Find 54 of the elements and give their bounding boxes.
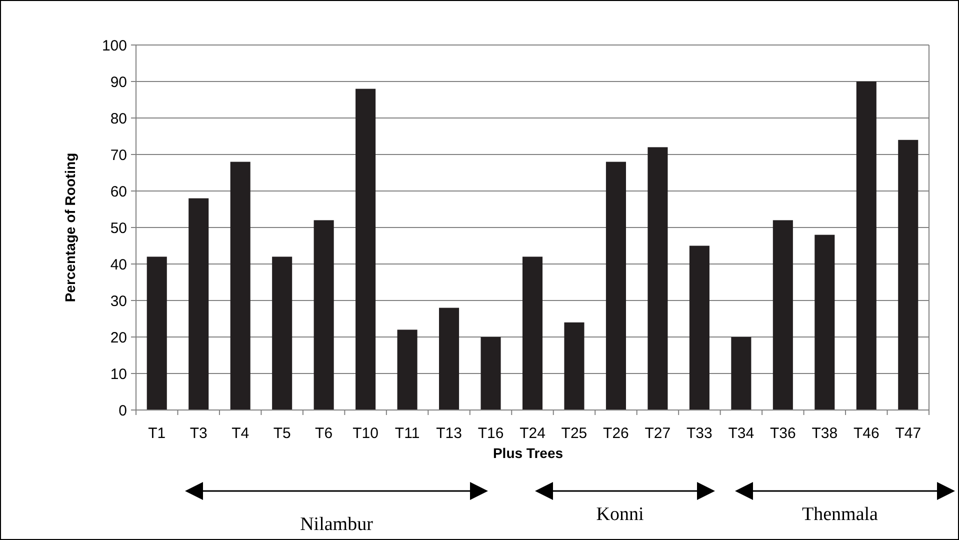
x-tick-label: T3 <box>190 425 208 442</box>
bar <box>439 308 460 410</box>
text: Nilambur <box>300 514 374 535</box>
x-tick-label: T4 <box>232 425 250 442</box>
bar <box>772 220 793 410</box>
bar <box>522 256 543 410</box>
bar <box>480 337 501 410</box>
y-tick-label: 10 <box>110 366 127 383</box>
y-tick-label: 40 <box>110 256 127 274</box>
bar <box>856 82 876 410</box>
x-tick-label: T1 <box>148 425 166 442</box>
y-tick-label: 100 <box>102 37 127 54</box>
x-tick-label: T24 <box>520 425 546 442</box>
bar <box>146 256 167 410</box>
bar <box>188 198 209 410</box>
bar <box>898 140 918 410</box>
x-tick-label: T34 <box>728 425 754 442</box>
y-tick-label: 50 <box>110 220 127 237</box>
y-tick-label: 80 <box>110 110 127 128</box>
bar <box>814 234 835 410</box>
x-tick-label: T5 <box>273 425 291 442</box>
x-tick-label: T16 <box>478 425 504 442</box>
x-tick-label: T38 <box>812 425 838 442</box>
text: Thenmala <box>802 504 879 525</box>
text: Konni <box>596 504 644 525</box>
bar <box>356 88 376 410</box>
bar <box>689 246 710 410</box>
x-tick-label: T47 <box>895 425 922 442</box>
x-tick-label: T46 <box>853 425 880 442</box>
x-tick-label: T33 <box>686 425 712 442</box>
x-tick-label: T25 <box>561 425 588 442</box>
bar <box>606 162 626 410</box>
y-tick-label: 90 <box>110 74 127 91</box>
bar <box>648 147 668 410</box>
bar <box>272 256 292 410</box>
y-tick-label: 0 <box>118 402 127 420</box>
y-axis-title: Percentage of Rooting <box>62 152 78 302</box>
x-tick-label: T10 <box>352 425 378 442</box>
y-tick-label: 60 <box>110 183 127 200</box>
bar <box>564 322 584 410</box>
bar <box>731 337 752 410</box>
x-tick-label: T26 <box>603 425 629 442</box>
x-tick-label: T36 <box>770 425 796 442</box>
x-tick-label: T27 <box>644 425 671 442</box>
x-axis-title: Plus Trees <box>492 445 564 461</box>
bar <box>397 330 418 410</box>
y-tick-label: 70 <box>110 146 127 164</box>
x-tick-label: T6 <box>315 425 333 442</box>
bar <box>230 162 250 410</box>
y-tick-label: 20 <box>110 329 127 346</box>
bar <box>314 220 334 410</box>
x-tick-label: T11 <box>394 425 420 442</box>
x-tick-label: T13 <box>436 425 462 442</box>
y-tick-label: 30 <box>110 292 127 310</box>
